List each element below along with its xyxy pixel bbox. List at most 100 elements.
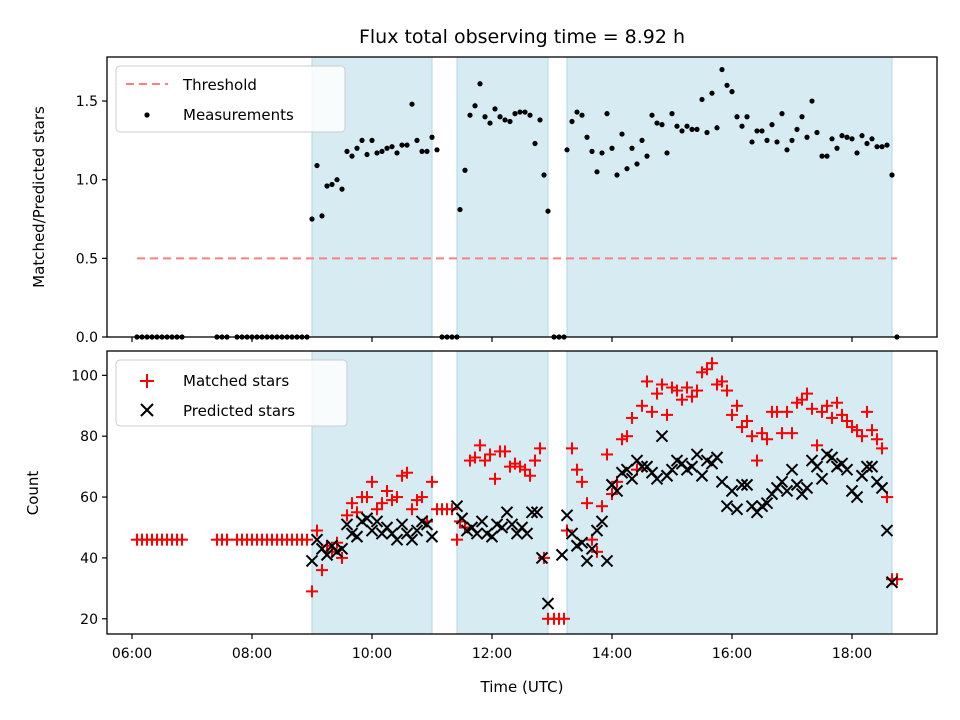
- predicted-star-marker: [710, 451, 724, 464]
- matched-star-marker: [781, 405, 793, 418]
- measurement-point: [334, 177, 340, 183]
- top-x-axis-ticks: [131, 337, 853, 342]
- predicted-star-marker: [665, 463, 679, 476]
- measurement-point: [609, 145, 615, 151]
- measurement-point: [497, 114, 503, 120]
- predicted-star-marker: [405, 533, 419, 546]
- measurement-point: [482, 114, 488, 120]
- bottom-y-tick-label: 80: [80, 429, 98, 445]
- predicted-star-marker: [420, 518, 434, 531]
- predicted-star-marker: [410, 524, 424, 537]
- predicted-star-marker: [720, 499, 734, 513]
- measurement-point: [784, 147, 790, 153]
- measurement-point: [764, 137, 770, 143]
- matched-star-marker: [701, 363, 713, 376]
- measurement-point: [699, 96, 705, 103]
- measurement-point: [389, 144, 395, 150]
- predicted-star-marker: [610, 484, 624, 498]
- measurement-point: [684, 123, 690, 129]
- matched-star-marker: [336, 551, 348, 564]
- matched-star-marker: [721, 384, 733, 397]
- measurement-point: [545, 208, 551, 214]
- matched-star-marker: [406, 503, 418, 516]
- measurement-point: [329, 181, 335, 188]
- predicted-star-marker: [565, 527, 579, 540]
- matched-star-marker: [786, 427, 798, 440]
- measurement-point: [644, 153, 650, 159]
- matched-star-marker: [571, 463, 583, 476]
- matched-star-marker: [826, 411, 838, 424]
- matched-star-marker: [519, 463, 531, 476]
- measurement-point: [819, 153, 825, 159]
- top-y-axis-ticks: 0.0 0.5 1.0 1.5: [76, 94, 107, 346]
- measurement-point: [399, 142, 405, 148]
- measurement-point: [487, 120, 493, 126]
- measurement-point: [537, 117, 543, 123]
- predicted-star-marker: [560, 509, 574, 522]
- predicted-star-marker: [840, 463, 854, 476]
- matched-star-marker: [446, 503, 458, 516]
- measurement-point: [604, 111, 610, 117]
- predicted-star-marker: [725, 484, 739, 498]
- matched-star-marker: [741, 414, 753, 427]
- top-y-tick-label: 1.5: [76, 94, 98, 110]
- x-tick-label: 10:00: [352, 646, 392, 662]
- matched-star-marker: [346, 497, 358, 510]
- measurement-point: [844, 134, 850, 140]
- top-y-tick-label: 0.0: [76, 330, 98, 346]
- matched-star-marker: [534, 442, 546, 455]
- predicted-star-marker: [715, 475, 729, 489]
- predicted-star-marker: [865, 460, 879, 473]
- legend-measurement-label: Measurements: [183, 106, 294, 124]
- measurement-point: [457, 206, 463, 213]
- top-y-tick-label: 0.5: [76, 251, 98, 267]
- matched-star-marker: [489, 472, 501, 485]
- matched-star-marker: [691, 384, 703, 397]
- matched-star-marker: [891, 573, 903, 586]
- measurement-point: [674, 123, 680, 129]
- matched-star-marker: [641, 375, 653, 388]
- legend-matched-swatch: [140, 374, 154, 388]
- measurement-point: [359, 137, 365, 143]
- measurement-point: [314, 162, 320, 169]
- measurement-point: [639, 137, 645, 143]
- measurement-point: [744, 114, 750, 120]
- matched-star-marker: [366, 475, 378, 488]
- matched-star-marker: [426, 475, 438, 488]
- measurement-point: [679, 128, 685, 134]
- measurement-point: [599, 150, 605, 156]
- measurement-point: [319, 213, 325, 219]
- predicted-star-marker: [310, 533, 324, 546]
- matched-star-marker: [811, 439, 823, 452]
- matched-star-marker: [581, 497, 593, 510]
- predicted-star-marker: [815, 472, 829, 486]
- bottom-legend-box: [115, 359, 348, 427]
- predicted-star-marker: [475, 515, 489, 528]
- matched-star-marker: [621, 430, 633, 443]
- predicted-star-marker: [495, 521, 509, 534]
- top-y-axis-label: Matched/Predicted stars: [30, 106, 48, 288]
- measurement-point: [589, 148, 595, 154]
- matched-star-marker: [866, 424, 878, 437]
- matched-star-marker: [636, 399, 648, 412]
- measurement-point: [859, 133, 865, 139]
- matched-star-marker: [529, 454, 541, 467]
- top-observing-interval-3: [566, 56, 893, 338]
- measurement-point: [584, 134, 590, 140]
- predicted-star-marker: [525, 506, 539, 519]
- predicted-star-marker: [635, 460, 649, 473]
- matched-star-marker: [861, 405, 873, 418]
- predicted-star-marker: [740, 478, 754, 492]
- matched-star-marker: [391, 491, 403, 504]
- predicted-star-marker: [350, 530, 364, 543]
- measurement-point: [884, 142, 890, 148]
- measurement-point: [434, 147, 440, 153]
- measurement-point: [369, 137, 375, 143]
- predicted-star-marker: [555, 548, 569, 562]
- matched-star-marker: [836, 408, 848, 421]
- measurement-point: [854, 150, 860, 156]
- measurement-point: [749, 139, 755, 145]
- measurement-point: [404, 142, 410, 148]
- measurement-point: [462, 167, 468, 173]
- matched-star-marker: [376, 497, 388, 510]
